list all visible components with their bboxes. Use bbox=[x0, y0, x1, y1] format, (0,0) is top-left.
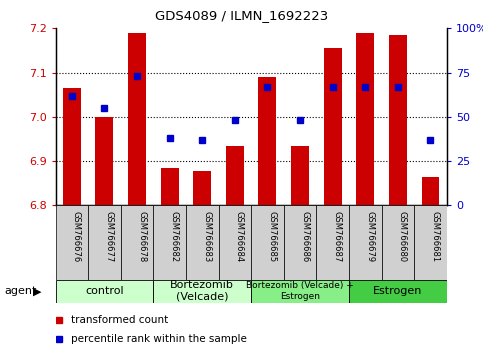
Text: GSM766685: GSM766685 bbox=[268, 211, 276, 262]
FancyBboxPatch shape bbox=[316, 205, 349, 280]
Text: GSM766683: GSM766683 bbox=[202, 211, 211, 263]
FancyBboxPatch shape bbox=[186, 205, 219, 280]
Text: GSM766676: GSM766676 bbox=[72, 211, 81, 263]
Bar bbox=[356, 33, 374, 205]
Text: GSM766680: GSM766680 bbox=[398, 211, 407, 262]
Text: Bortezomib
(Velcade): Bortezomib (Velcade) bbox=[170, 280, 234, 302]
Text: GSM766682: GSM766682 bbox=[170, 211, 179, 262]
Text: percentile rank within the sample: percentile rank within the sample bbox=[71, 334, 247, 344]
Bar bbox=[422, 177, 440, 205]
Text: Estrogen: Estrogen bbox=[373, 286, 423, 296]
Text: GSM766681: GSM766681 bbox=[430, 211, 440, 262]
FancyBboxPatch shape bbox=[349, 280, 447, 303]
FancyBboxPatch shape bbox=[284, 205, 316, 280]
Bar bbox=[128, 33, 146, 205]
FancyBboxPatch shape bbox=[251, 280, 349, 303]
Bar bbox=[258, 77, 276, 205]
Text: control: control bbox=[85, 286, 124, 296]
Bar bbox=[161, 168, 179, 205]
FancyBboxPatch shape bbox=[349, 205, 382, 280]
Bar bbox=[389, 35, 407, 205]
Text: GSM766679: GSM766679 bbox=[365, 211, 374, 262]
FancyBboxPatch shape bbox=[219, 205, 251, 280]
FancyBboxPatch shape bbox=[251, 205, 284, 280]
Text: agent: agent bbox=[5, 286, 37, 296]
Text: GSM766686: GSM766686 bbox=[300, 211, 309, 263]
Text: GSM766684: GSM766684 bbox=[235, 211, 244, 262]
Text: ▶: ▶ bbox=[33, 286, 42, 296]
Bar bbox=[324, 48, 341, 205]
FancyBboxPatch shape bbox=[154, 280, 251, 303]
Text: GSM766678: GSM766678 bbox=[137, 211, 146, 263]
FancyBboxPatch shape bbox=[121, 205, 154, 280]
Bar bbox=[226, 145, 244, 205]
Bar bbox=[291, 145, 309, 205]
FancyBboxPatch shape bbox=[56, 205, 88, 280]
FancyBboxPatch shape bbox=[56, 280, 154, 303]
Text: Bortezomib (Velcade) +
Estrogen: Bortezomib (Velcade) + Estrogen bbox=[246, 281, 354, 301]
Text: transformed count: transformed count bbox=[71, 315, 169, 325]
Text: GSM766677: GSM766677 bbox=[104, 211, 114, 263]
FancyBboxPatch shape bbox=[88, 205, 121, 280]
Text: GDS4089 / ILMN_1692223: GDS4089 / ILMN_1692223 bbox=[155, 9, 328, 22]
Bar bbox=[193, 171, 211, 205]
FancyBboxPatch shape bbox=[154, 205, 186, 280]
FancyBboxPatch shape bbox=[414, 205, 447, 280]
Text: GSM766687: GSM766687 bbox=[333, 211, 341, 263]
Bar bbox=[96, 117, 114, 205]
Bar bbox=[63, 88, 81, 205]
FancyBboxPatch shape bbox=[382, 205, 414, 280]
